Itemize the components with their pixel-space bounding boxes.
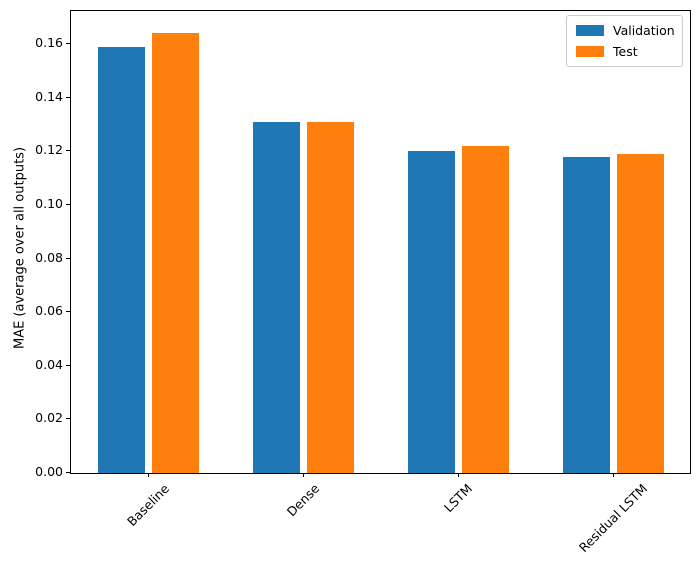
y-tick-mark xyxy=(66,43,70,45)
y-tick-label: 0.16 xyxy=(35,35,63,51)
legend-item-validation: Validation xyxy=(576,23,675,38)
legend-label-test: Test xyxy=(613,44,638,59)
bar-test-residual-lstm xyxy=(616,154,664,473)
bar-test-dense xyxy=(306,121,354,473)
legend-item-test: Test xyxy=(576,45,673,58)
y-tick-label: 0.04 xyxy=(35,356,63,372)
x-tick-label: LSTM xyxy=(440,480,476,516)
x-tick-label: Baseline xyxy=(123,480,173,530)
x-tick-mark xyxy=(613,473,614,477)
bar-validation-residual-lstm xyxy=(563,156,610,473)
y-tick-label: 0.06 xyxy=(35,303,63,319)
y-tick-label: 0.10 xyxy=(35,196,63,211)
bar-validation-baseline xyxy=(98,46,145,473)
x-tick-label: Residual LSTM xyxy=(575,480,651,556)
y-tick-mark xyxy=(66,472,70,473)
y-tick-mark xyxy=(66,311,70,313)
y-tick-mark xyxy=(66,204,70,205)
y-tick-label: 0.02 xyxy=(35,410,63,426)
y-tick-label: 0.00 xyxy=(35,464,63,479)
bar-test-lstm xyxy=(461,146,509,473)
x-tick-mark xyxy=(148,473,149,477)
y-tick-label: 0.14 xyxy=(35,88,63,104)
x-tick-mark xyxy=(458,473,459,477)
bar-validation-dense xyxy=(253,121,300,473)
bar-test-baseline xyxy=(151,33,199,473)
y-tick-label: 0.12 xyxy=(35,142,63,158)
y-tick-mark xyxy=(66,364,70,366)
y-tick-mark xyxy=(66,257,70,259)
legend-swatch-test-icon xyxy=(576,46,604,57)
legend-swatch-validation-icon xyxy=(576,25,604,36)
legend-label-validation: Validation xyxy=(613,23,675,38)
y-tick-label: 0.08 xyxy=(35,249,63,265)
x-tick-label: Dense xyxy=(283,480,323,520)
y-tick-mark xyxy=(66,418,70,420)
x-tick-mark xyxy=(303,473,304,477)
y-tick-mark xyxy=(66,96,70,98)
bar-validation-lstm xyxy=(408,151,455,473)
plot-area xyxy=(70,10,691,474)
legend: Validation Test xyxy=(566,15,683,67)
y-tick-mark xyxy=(66,150,70,152)
